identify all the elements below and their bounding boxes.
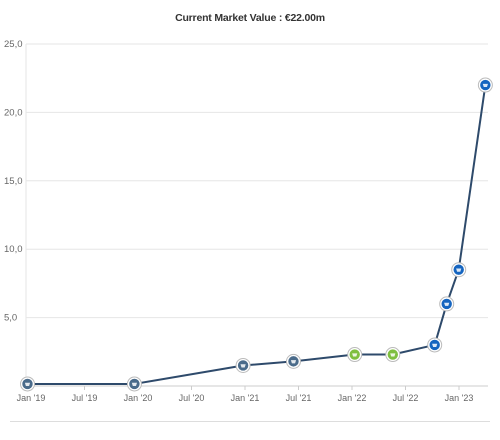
data-point-marker	[347, 347, 363, 363]
crest-detail-icon	[482, 83, 488, 88]
crest-detail-icon	[444, 302, 450, 306]
data-point-marker	[285, 353, 301, 369]
y-tick-label: 10,0	[4, 244, 23, 255]
x-tick-label: Jan '19	[17, 393, 46, 403]
x-tick-label: Jan '22	[338, 393, 367, 403]
x-tick-label: Jan '23	[445, 393, 474, 403]
chart-title: Current Market Value : €22.00m	[175, 12, 325, 24]
value-line	[27, 84, 487, 385]
x-tick-label: Jan '21	[231, 393, 260, 403]
crest-detail-icon	[290, 360, 297, 364]
y-tick-label: 5,0	[4, 313, 17, 324]
crest-detail-icon	[352, 353, 358, 357]
data-point-marker	[451, 262, 467, 278]
data-point-marker	[427, 337, 443, 353]
crest-detail-icon	[240, 364, 246, 368]
bottom-divider	[10, 421, 490, 422]
x-tick-label: Jul '20	[179, 393, 205, 403]
y-tick-label: 25,0	[4, 39, 23, 50]
crest-detail-icon	[24, 382, 31, 386]
data-point-marker	[19, 376, 35, 392]
crest-detail-icon	[432, 343, 438, 347]
x-tick-label: Jul '19	[72, 393, 98, 403]
crest-detail-icon	[456, 268, 462, 272]
data-point-marker	[385, 347, 401, 363]
data-point-marker	[235, 357, 251, 373]
data-point-marker	[126, 376, 142, 392]
y-tick-label: 15,0	[4, 176, 23, 187]
crest-detail-icon	[390, 353, 396, 357]
x-tick-label: Jul '22	[393, 393, 419, 403]
x-tick-label: Jul '21	[286, 393, 312, 403]
data-point-marker	[477, 77, 493, 93]
y-tick-label: 20,0	[4, 107, 23, 118]
crest-detail-icon	[131, 382, 138, 386]
data-point-marker	[439, 296, 455, 312]
x-tick-label: Jan '20	[124, 393, 153, 403]
